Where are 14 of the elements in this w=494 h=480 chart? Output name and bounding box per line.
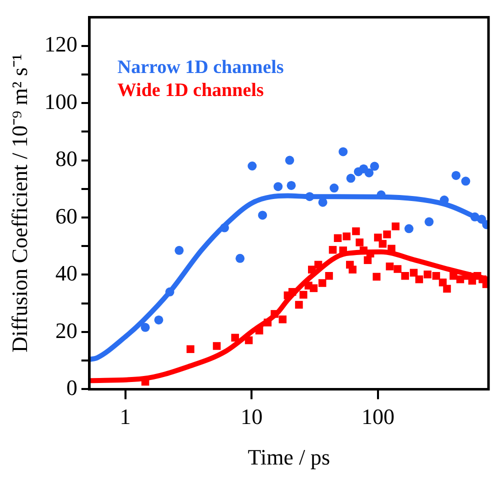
y-tick-label: 20 — [55, 318, 78, 343]
text: Wide 1D channels — [117, 80, 264, 102]
x-axis-title: Time / ps — [248, 444, 330, 470]
y-tick-label: 100 — [44, 88, 78, 114]
y-tick-label: 0 — [66, 374, 78, 400]
x-tick-label: 100 — [361, 404, 394, 430]
y-axis-title: Diffusion Coefficient / 10⁻⁹ m² s⁻¹ — [6, 54, 32, 353]
y-tick-label: 120 — [44, 32, 78, 57]
y-tick-label: 60 — [55, 203, 78, 228]
x-tick-label: 10 — [240, 404, 263, 430]
x-tick-label: 1 — [120, 404, 131, 430]
y-tick-label: 40 — [55, 260, 78, 286]
y-tick-label: 80 — [55, 146, 78, 172]
text: Narrow 1D channels — [117, 57, 284, 78]
